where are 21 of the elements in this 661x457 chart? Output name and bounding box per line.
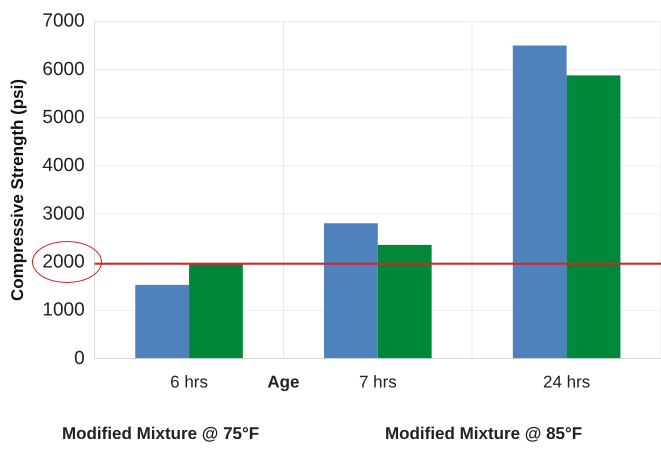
y-axis-title: Compressive Strength (psi) [8, 79, 27, 301]
x-tick-label: 6 hrs [170, 372, 208, 392]
bar [135, 284, 190, 358]
text: Modified Mixture @ 85°F [385, 424, 582, 444]
text: Modified Mixture @ 75°F [62, 424, 260, 444]
y-tick-label: 3000 [42, 203, 85, 224]
x-tick-label: 24 hrs [542, 372, 590, 392]
y-tick-label: 6000 [42, 58, 85, 80]
y-tick-label: 2000 [42, 251, 85, 272]
y-tick-label: 1000 [42, 300, 85, 321]
bar [566, 75, 620, 358]
bar [378, 244, 432, 358]
y-tick-label: 7000 [42, 10, 85, 32]
x-tick-label: 7 hrs [358, 372, 397, 392]
y-tick-label: 4000 [42, 155, 85, 176]
bar [189, 264, 243, 358]
bar [512, 45, 567, 358]
x-axis-title: Age [267, 372, 300, 392]
y-tick-label: 5000 [42, 106, 85, 128]
y-tick-label: 0 [74, 348, 85, 369]
bar [324, 223, 378, 358]
